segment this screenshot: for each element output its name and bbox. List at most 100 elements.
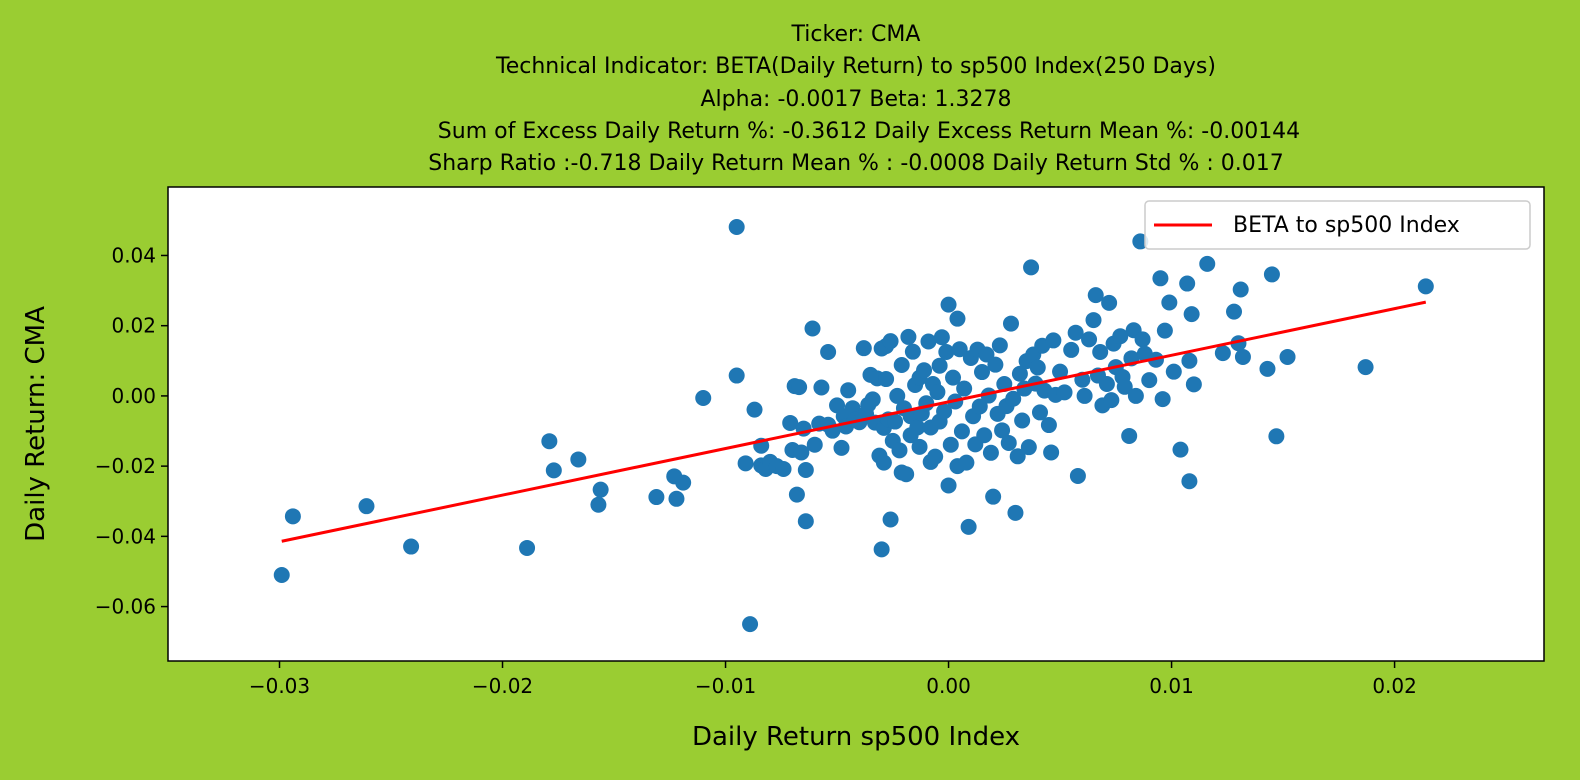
data-point — [936, 403, 953, 420]
data-point — [875, 454, 892, 471]
y-axis-label: Daily Return: CMA — [21, 306, 51, 542]
x-tick-label: −0.02 — [472, 674, 533, 698]
data-point — [855, 340, 872, 357]
data-point — [949, 310, 966, 327]
data-point — [882, 511, 899, 528]
data-point — [1199, 255, 1216, 272]
data-point — [1141, 372, 1158, 389]
data-point — [1063, 341, 1080, 358]
data-point — [951, 341, 968, 358]
data-point — [893, 357, 910, 374]
data-point — [1185, 376, 1202, 393]
x-tick-label: −0.01 — [695, 674, 756, 698]
data-point — [953, 423, 970, 440]
data-point — [1279, 348, 1296, 365]
data-point — [1357, 359, 1374, 376]
data-point — [933, 329, 950, 346]
legend-label: BETA to sp500 Index — [1233, 213, 1460, 238]
data-point — [938, 344, 955, 361]
data-point — [864, 391, 881, 408]
data-point — [904, 343, 921, 360]
data-point — [1259, 360, 1276, 377]
data-point — [1045, 332, 1062, 349]
title-line-2: Technical Indicator: BETA(Daily Return) … — [495, 54, 1216, 79]
data-point — [898, 466, 915, 483]
data-point — [909, 419, 926, 436]
title-line-4: Sum of Excess Daily Return %: -0.3612 Da… — [438, 119, 1300, 144]
data-point — [1226, 303, 1243, 320]
data-point — [1154, 391, 1171, 408]
data-point — [788, 486, 805, 503]
data-point — [1085, 312, 1102, 329]
data-point — [742, 616, 759, 633]
data-point — [1020, 439, 1037, 456]
data-point — [284, 508, 301, 525]
data-point — [782, 414, 799, 431]
data-point — [728, 367, 745, 384]
data-point — [403, 538, 420, 555]
data-point — [1103, 392, 1120, 409]
data-point — [793, 444, 810, 461]
data-point — [987, 356, 1004, 373]
data-point — [728, 219, 745, 236]
data-point — [1156, 322, 1173, 339]
data-point — [1005, 390, 1022, 407]
data-point — [1127, 387, 1144, 404]
data-point — [887, 413, 904, 430]
data-point — [1112, 328, 1129, 345]
data-point — [1098, 375, 1115, 392]
data-point — [929, 384, 946, 401]
y-tick-label: −0.04 — [95, 524, 156, 548]
data-point — [940, 296, 957, 313]
x-tick-label: 0.01 — [1149, 674, 1194, 698]
data-point — [668, 490, 685, 507]
data-point — [1087, 287, 1104, 304]
data-point — [1268, 428, 1285, 445]
data-point — [519, 539, 536, 556]
x-tick-label: 0.02 — [1372, 674, 1417, 698]
data-point — [273, 566, 290, 583]
data-point — [1007, 504, 1024, 521]
data-point — [804, 320, 821, 337]
data-point — [590, 496, 607, 513]
data-point — [1014, 412, 1031, 429]
data-point — [1165, 363, 1182, 380]
data-point — [900, 328, 917, 345]
data-point — [991, 337, 1008, 354]
data-point — [813, 379, 830, 396]
data-point — [956, 380, 973, 397]
data-point — [737, 455, 754, 472]
data-point — [889, 387, 906, 404]
regression-line — [281, 300, 1427, 543]
data-point — [833, 439, 850, 456]
data-point — [1052, 363, 1069, 380]
title-line-1: Ticker: CMA — [791, 22, 921, 47]
data-point — [882, 333, 899, 350]
data-point — [942, 436, 959, 453]
data-point — [1172, 441, 1189, 458]
title-line-3: Alpha: -0.0017 Beta: 1.3278 — [701, 87, 1012, 112]
data-point — [911, 438, 928, 455]
y-tick-label: 0.02 — [111, 314, 156, 338]
data-point — [994, 422, 1011, 439]
x-tick-label: 0.00 — [926, 674, 971, 698]
data-point — [1040, 417, 1057, 434]
data-point — [1069, 467, 1086, 484]
legend-box — [1144, 200, 1531, 250]
legend: BETA to sp500 Index — [1144, 200, 1531, 250]
data-point — [675, 474, 692, 491]
data-point — [916, 362, 933, 379]
chart-title: Ticker: CMA Technical Indicator: BETA(Da… — [428, 22, 1300, 176]
data-point — [960, 518, 977, 535]
data-point — [976, 427, 993, 444]
data-point — [1232, 281, 1249, 298]
data-point — [1067, 324, 1084, 341]
data-point — [648, 489, 665, 506]
data-point — [1000, 434, 1017, 451]
data-point — [1263, 266, 1280, 283]
title-line-5: Sharp Ratio :-0.718 Daily Return Mean % … — [428, 151, 1284, 176]
data-point — [746, 401, 763, 418]
data-point — [1081, 331, 1098, 348]
data-point — [1043, 444, 1060, 461]
